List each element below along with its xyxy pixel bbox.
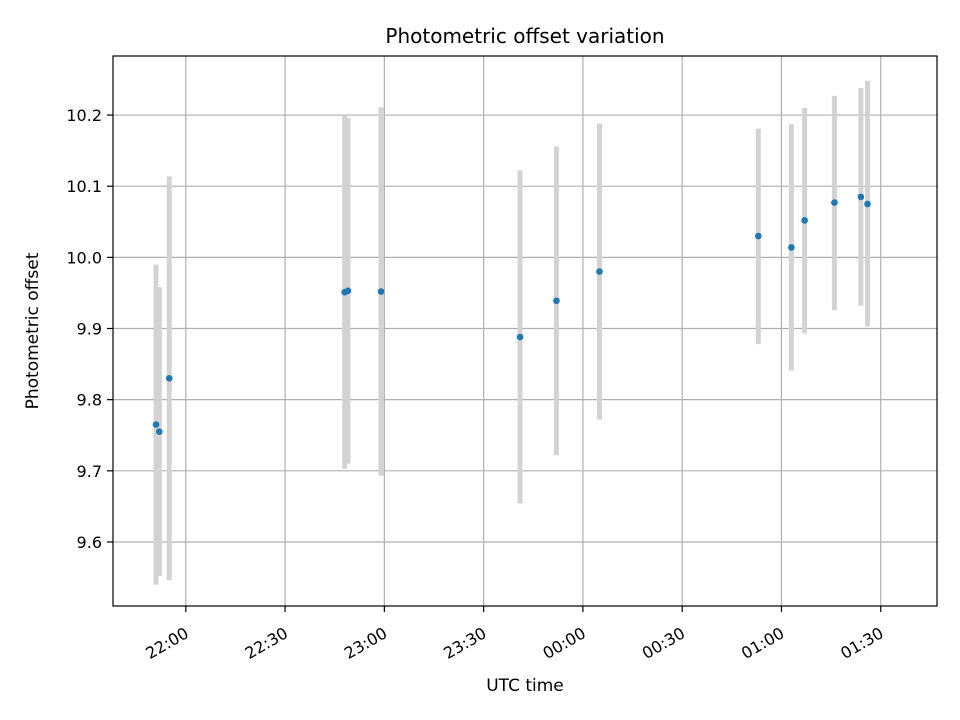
data-point	[864, 200, 871, 208]
error-bars	[153, 80, 871, 585]
data-point	[553, 297, 560, 305]
x-axis-label: UTC time	[486, 676, 564, 696]
plot-frame	[112, 55, 938, 607]
data-points	[152, 193, 871, 435]
y-tick-label: 9.7	[77, 462, 102, 481]
x-tick-label: 00:30	[639, 623, 688, 663]
y-tick-label: 9.9	[77, 320, 102, 339]
y-tick-label: 9.8	[77, 391, 102, 410]
data-point	[344, 287, 352, 295]
y-tick-label: 9.6	[77, 533, 102, 552]
data-point	[152, 421, 160, 428]
data-point	[831, 199, 838, 206]
data-point	[857, 193, 865, 201]
data-point	[156, 428, 163, 435]
grid-lines	[113, 56, 937, 606]
x-tick-label: 22:30	[242, 623, 291, 663]
y-tick-label: 10.0	[66, 248, 102, 267]
data-point	[755, 232, 762, 240]
y-axis-label: Photometric offset	[23, 252, 43, 409]
y-tick-label: 10.1	[66, 177, 102, 196]
data-point	[377, 288, 385, 295]
data-point	[516, 333, 524, 341]
x-axis-ticks: 22:00 22:30 23:00 23:30 00:00 00:30 01:00 01:30	[142, 606, 887, 663]
data-point	[596, 268, 603, 275]
data-point	[801, 217, 808, 224]
y-tick-label: 10.2	[66, 106, 102, 125]
x-tick-label: 23:00	[341, 623, 390, 663]
x-tick-label: 22:00	[142, 623, 191, 663]
x-tick-label: 01:30	[837, 623, 886, 663]
y-axis-ticks: 9.6 9.7 9.8 9.9 10.0 10.1 10.2	[66, 106, 113, 552]
x-tick-label: 01:00	[738, 623, 787, 663]
data-point	[165, 375, 173, 382]
data-point	[788, 244, 795, 251]
x-tick-label: 23:30	[440, 623, 489, 663]
chart-title: Photometric offset variation	[385, 24, 664, 48]
x-tick-label: 00:00	[539, 623, 588, 663]
